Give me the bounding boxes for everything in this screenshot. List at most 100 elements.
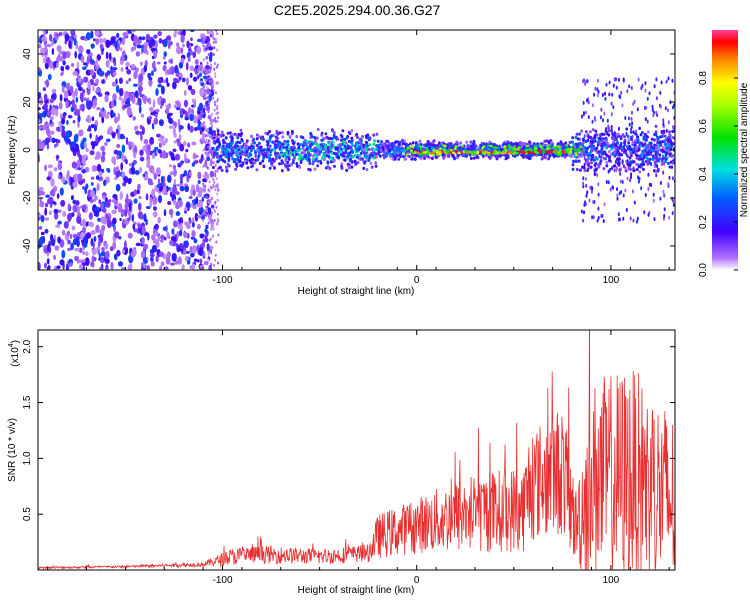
heatmap-cell xyxy=(96,246,101,251)
heatmap-cell xyxy=(152,170,156,175)
heatmap-cell xyxy=(252,137,256,141)
heatmap-cell xyxy=(248,146,251,150)
heatmap-cell xyxy=(84,257,90,266)
heatmap-cell xyxy=(112,241,117,250)
heatmap-cell xyxy=(589,165,593,169)
heatmap-cell xyxy=(596,93,599,98)
heatmap-cell xyxy=(303,150,306,154)
heatmap-cell xyxy=(520,150,524,154)
heatmap-cell xyxy=(118,96,122,101)
heatmap-cell xyxy=(163,38,168,48)
heatmap-cell xyxy=(198,247,204,257)
heatmap-cell xyxy=(159,105,163,109)
heatmap-cell xyxy=(95,175,100,181)
heatmap-cell xyxy=(44,44,48,53)
heatmap-cell xyxy=(401,148,405,152)
heatmap-cell xyxy=(157,149,162,154)
heatmap-cell xyxy=(666,148,670,153)
heatmap-cell xyxy=(95,37,100,46)
heatmap-cell xyxy=(121,36,126,46)
heatmap-cell xyxy=(202,164,205,168)
heatmap-cell xyxy=(598,139,601,143)
heatmap-cell xyxy=(441,153,445,157)
heatmap-cell xyxy=(106,138,111,142)
heatmap-cell xyxy=(125,66,129,70)
heatmap-cell xyxy=(313,167,317,171)
heatmap-cell xyxy=(168,125,174,129)
heatmap-cell xyxy=(313,135,316,139)
heatmap-cell xyxy=(637,175,639,180)
heatmap-cell xyxy=(537,147,541,151)
heatmap-cell xyxy=(499,154,502,158)
heatmap-cell xyxy=(193,160,199,164)
heatmap-cell xyxy=(316,164,320,168)
heatmap-cell xyxy=(362,166,366,170)
heatmap-cell xyxy=(123,176,129,184)
heatmap-cell xyxy=(132,45,137,51)
heatmap-cell xyxy=(90,123,95,129)
heatmap-cell xyxy=(338,143,342,147)
heatmap-cell xyxy=(329,160,333,164)
heatmap-cell xyxy=(347,164,351,168)
svg-text:(x104): (x104) xyxy=(8,340,21,367)
heatmap-cell xyxy=(573,148,577,152)
heatmap-cell xyxy=(64,33,70,42)
heatmap-cell xyxy=(658,140,661,145)
heatmap-cell xyxy=(612,83,615,88)
y-tick-label: 2.0 xyxy=(22,339,33,353)
heatmap-cell xyxy=(635,129,638,134)
heatmap-cell xyxy=(76,61,80,70)
heatmap-cell xyxy=(90,59,95,64)
heatmap-cell xyxy=(455,140,459,144)
heatmap-cell xyxy=(153,206,157,211)
heatmap-cell xyxy=(149,199,153,208)
heatmap-cell xyxy=(56,62,59,68)
heatmap-cell xyxy=(119,217,122,222)
heatmap-cell xyxy=(376,139,380,143)
heatmap-cell xyxy=(333,164,336,168)
heatmap-cell xyxy=(157,31,163,37)
heatmap-cell xyxy=(312,157,315,161)
heatmap-cell xyxy=(612,140,615,144)
heatmap-cell xyxy=(208,114,211,118)
heatmap-cell xyxy=(580,154,583,158)
heatmap-cell xyxy=(215,40,217,44)
heatmap-cell xyxy=(82,137,87,143)
heatmap-cell xyxy=(653,84,656,89)
heatmap-cell xyxy=(304,142,307,146)
heatmap-cell xyxy=(613,77,616,82)
heatmap-cell xyxy=(669,139,673,143)
heatmap-cell xyxy=(184,255,189,262)
heatmap-cell xyxy=(139,87,142,97)
heatmap-cell xyxy=(200,140,206,144)
heatmap-cell xyxy=(359,141,363,145)
snr-xlabel: Height of straight line (km) xyxy=(298,585,415,596)
heatmap-cell xyxy=(308,161,312,166)
heatmap-cell xyxy=(191,141,197,146)
heatmap-cell xyxy=(513,154,517,158)
heatmap-cell xyxy=(657,167,660,171)
heatmap-cell xyxy=(662,189,665,194)
heatmap-cell xyxy=(622,193,625,198)
heatmap-cell xyxy=(66,213,73,221)
heatmap-cell xyxy=(599,155,603,159)
heatmap-cell xyxy=(672,141,675,146)
heatmap-cell xyxy=(286,164,290,168)
heatmap-cell xyxy=(107,127,113,134)
heatmap-cell xyxy=(69,233,73,240)
heatmap-cell xyxy=(453,147,457,150)
heatmap-cell xyxy=(423,156,426,160)
heatmap-cell xyxy=(367,136,370,140)
heatmap-cell xyxy=(174,64,178,71)
heatmap-cell xyxy=(118,236,122,240)
heatmap-cell xyxy=(574,159,578,163)
heatmap-cell xyxy=(280,147,284,151)
heatmap-cell xyxy=(230,136,234,140)
heatmap-cell xyxy=(61,85,65,93)
heatmap-cell xyxy=(274,157,278,161)
heatmap-cell xyxy=(93,197,97,202)
heatmap-cell xyxy=(433,143,436,148)
heatmap-cell xyxy=(224,149,228,153)
heatmap-cell xyxy=(256,158,260,162)
heatmap-cell xyxy=(436,149,439,152)
